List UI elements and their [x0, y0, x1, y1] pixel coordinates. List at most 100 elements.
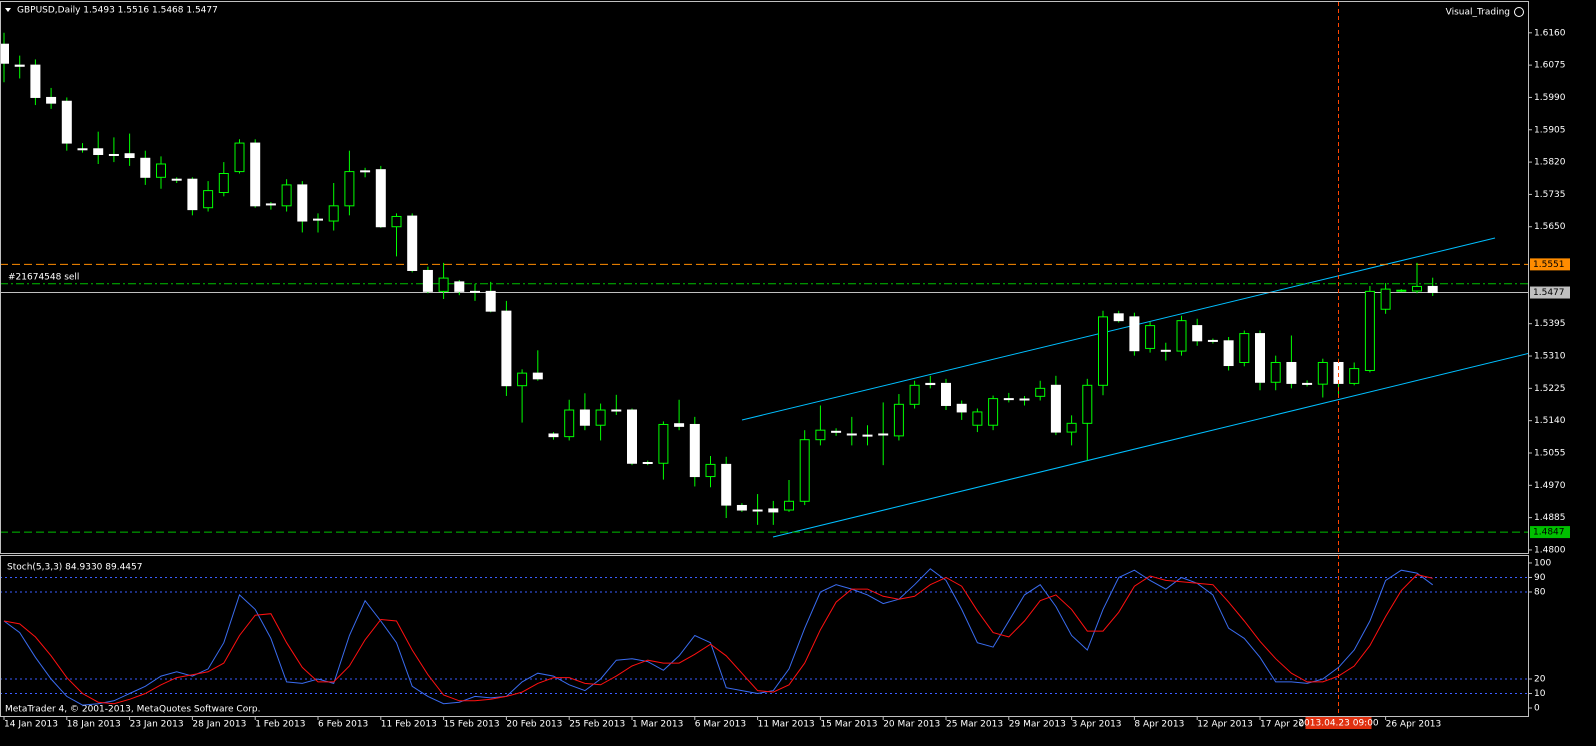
x-tick-label: 26 Apr 2013	[1386, 720, 1442, 730]
y-tick-label: 1.6075	[1534, 61, 1566, 71]
chart-title: GBPUSD,Daily 1.5493 1.5516 1.5468 1.5477	[17, 6, 218, 16]
y-tick-label: 1.5055	[1534, 448, 1566, 458]
candle-body	[203, 190, 214, 209]
candle-body	[548, 433, 559, 438]
level-tag-label: 1.5477	[1533, 288, 1565, 298]
copyright: MetaTrader 4, © 2001-2013, MetaQuotes So…	[5, 705, 261, 715]
candle-body	[627, 409, 637, 464]
candle-body	[1003, 398, 1014, 401]
candle-body	[281, 184, 292, 207]
channel	[741, 237, 1528, 538]
candle-body	[1192, 325, 1203, 342]
y-tick-label: 1.5650	[1534, 222, 1566, 232]
y-tick-label: 1.5225	[1534, 384, 1566, 394]
candle-body	[1317, 361, 1328, 385]
x-tick-label: 3 Apr 2013	[1072, 720, 1122, 730]
candle-body	[1380, 288, 1391, 310]
candle-body	[893, 403, 904, 437]
candle-body	[156, 163, 166, 178]
candle-body	[61, 100, 72, 144]
x-tick-label: 11 Feb 2013	[381, 720, 437, 730]
y-tick-label: 1.4885	[1534, 513, 1566, 523]
candle-body	[265, 203, 276, 206]
x-tick-label: 1 Mar 2013	[632, 720, 683, 730]
candle-body	[407, 215, 418, 271]
x-tick-label: 11 Mar 2013	[758, 720, 815, 730]
candle-body	[328, 205, 339, 222]
menu-arrow[interactable]	[5, 8, 11, 12]
x-tick-label: 17 Apr 2013	[1260, 720, 1316, 730]
candle-body	[532, 372, 543, 380]
x-tick-label: 15 Feb 2013	[444, 720, 500, 730]
level-tag	[1530, 286, 1570, 299]
candle-body	[391, 215, 402, 228]
candle-body	[1270, 361, 1281, 383]
y-tick-label: 1.5735	[1534, 190, 1566, 200]
candle-body	[1035, 387, 1046, 397]
expert-smiley[interactable]	[1514, 7, 1524, 17]
candle-body	[344, 171, 355, 207]
stoch-lines	[1, 568, 1528, 706]
candle-body	[1255, 333, 1265, 383]
candle-body	[1302, 382, 1313, 385]
level-tag	[1530, 258, 1570, 271]
candle-body	[799, 439, 810, 502]
y-tick-label: 1.5310	[1534, 352, 1566, 362]
candle-body	[250, 142, 261, 207]
candle-body	[878, 433, 889, 436]
cursor-tag	[1305, 717, 1372, 729]
candle-body	[187, 178, 198, 211]
candle-body	[140, 157, 151, 178]
level-tag-label: 1.5551	[1533, 260, 1565, 270]
candle-body	[171, 178, 182, 181]
candle-body	[846, 433, 857, 436]
candle-body	[862, 434, 873, 437]
candle-body	[988, 398, 999, 426]
channel-upper	[741, 237, 1496, 421]
candle-body	[721, 463, 732, 506]
candle-body	[1427, 285, 1438, 294]
candle-body	[564, 409, 575, 438]
candle-body	[1239, 333, 1250, 363]
x-tick-label: 6 Feb 2013	[318, 720, 368, 730]
candle-body	[1113, 313, 1124, 322]
candle-body	[124, 153, 135, 159]
candle-body	[14, 64, 25, 67]
candle-body	[941, 382, 951, 406]
cursor-label: 2013.04.23 09:00	[1298, 719, 1379, 729]
level-tag-label: 1.4847	[1533, 528, 1565, 538]
candle-body	[689, 423, 700, 478]
candle-body	[705, 463, 716, 478]
candle-body	[752, 509, 763, 512]
stoch-panel-frame	[0, 555, 1529, 717]
y-tick-label: 1.4800	[1534, 545, 1566, 555]
candle-body	[77, 148, 88, 151]
candle-body	[470, 290, 480, 293]
candle-body	[768, 508, 779, 513]
candle-body	[1364, 290, 1375, 371]
candle-body	[297, 184, 308, 222]
candle-body	[517, 372, 528, 387]
x-tick-label: 8 Apr 2013	[1134, 720, 1184, 730]
stoch-title: Stoch(5,3,3) 84.9330 89.4457	[7, 563, 142, 573]
candle-body	[360, 170, 371, 173]
y-tick-label: 1.5820	[1534, 158, 1566, 168]
candle-body	[501, 310, 512, 387]
y-tick-label: 90	[1534, 573, 1546, 583]
candle-body	[1160, 349, 1171, 352]
candle-body	[313, 218, 323, 221]
candle-body	[925, 382, 936, 386]
candle-body	[1286, 361, 1297, 384]
y-tick-label: 20	[1534, 675, 1546, 685]
candle-body	[674, 423, 685, 427]
candle-body	[422, 269, 433, 292]
x-tick-label: 25 Feb 2013	[569, 720, 625, 730]
candle-body	[1082, 384, 1093, 424]
candle-body	[485, 290, 496, 312]
x-tick-label: 29 Mar 2013	[1009, 720, 1066, 730]
candle-body	[1412, 285, 1422, 292]
x-tick-label: 23 Jan 2013	[130, 720, 184, 730]
main-panel-frame	[0, 1, 1529, 554]
